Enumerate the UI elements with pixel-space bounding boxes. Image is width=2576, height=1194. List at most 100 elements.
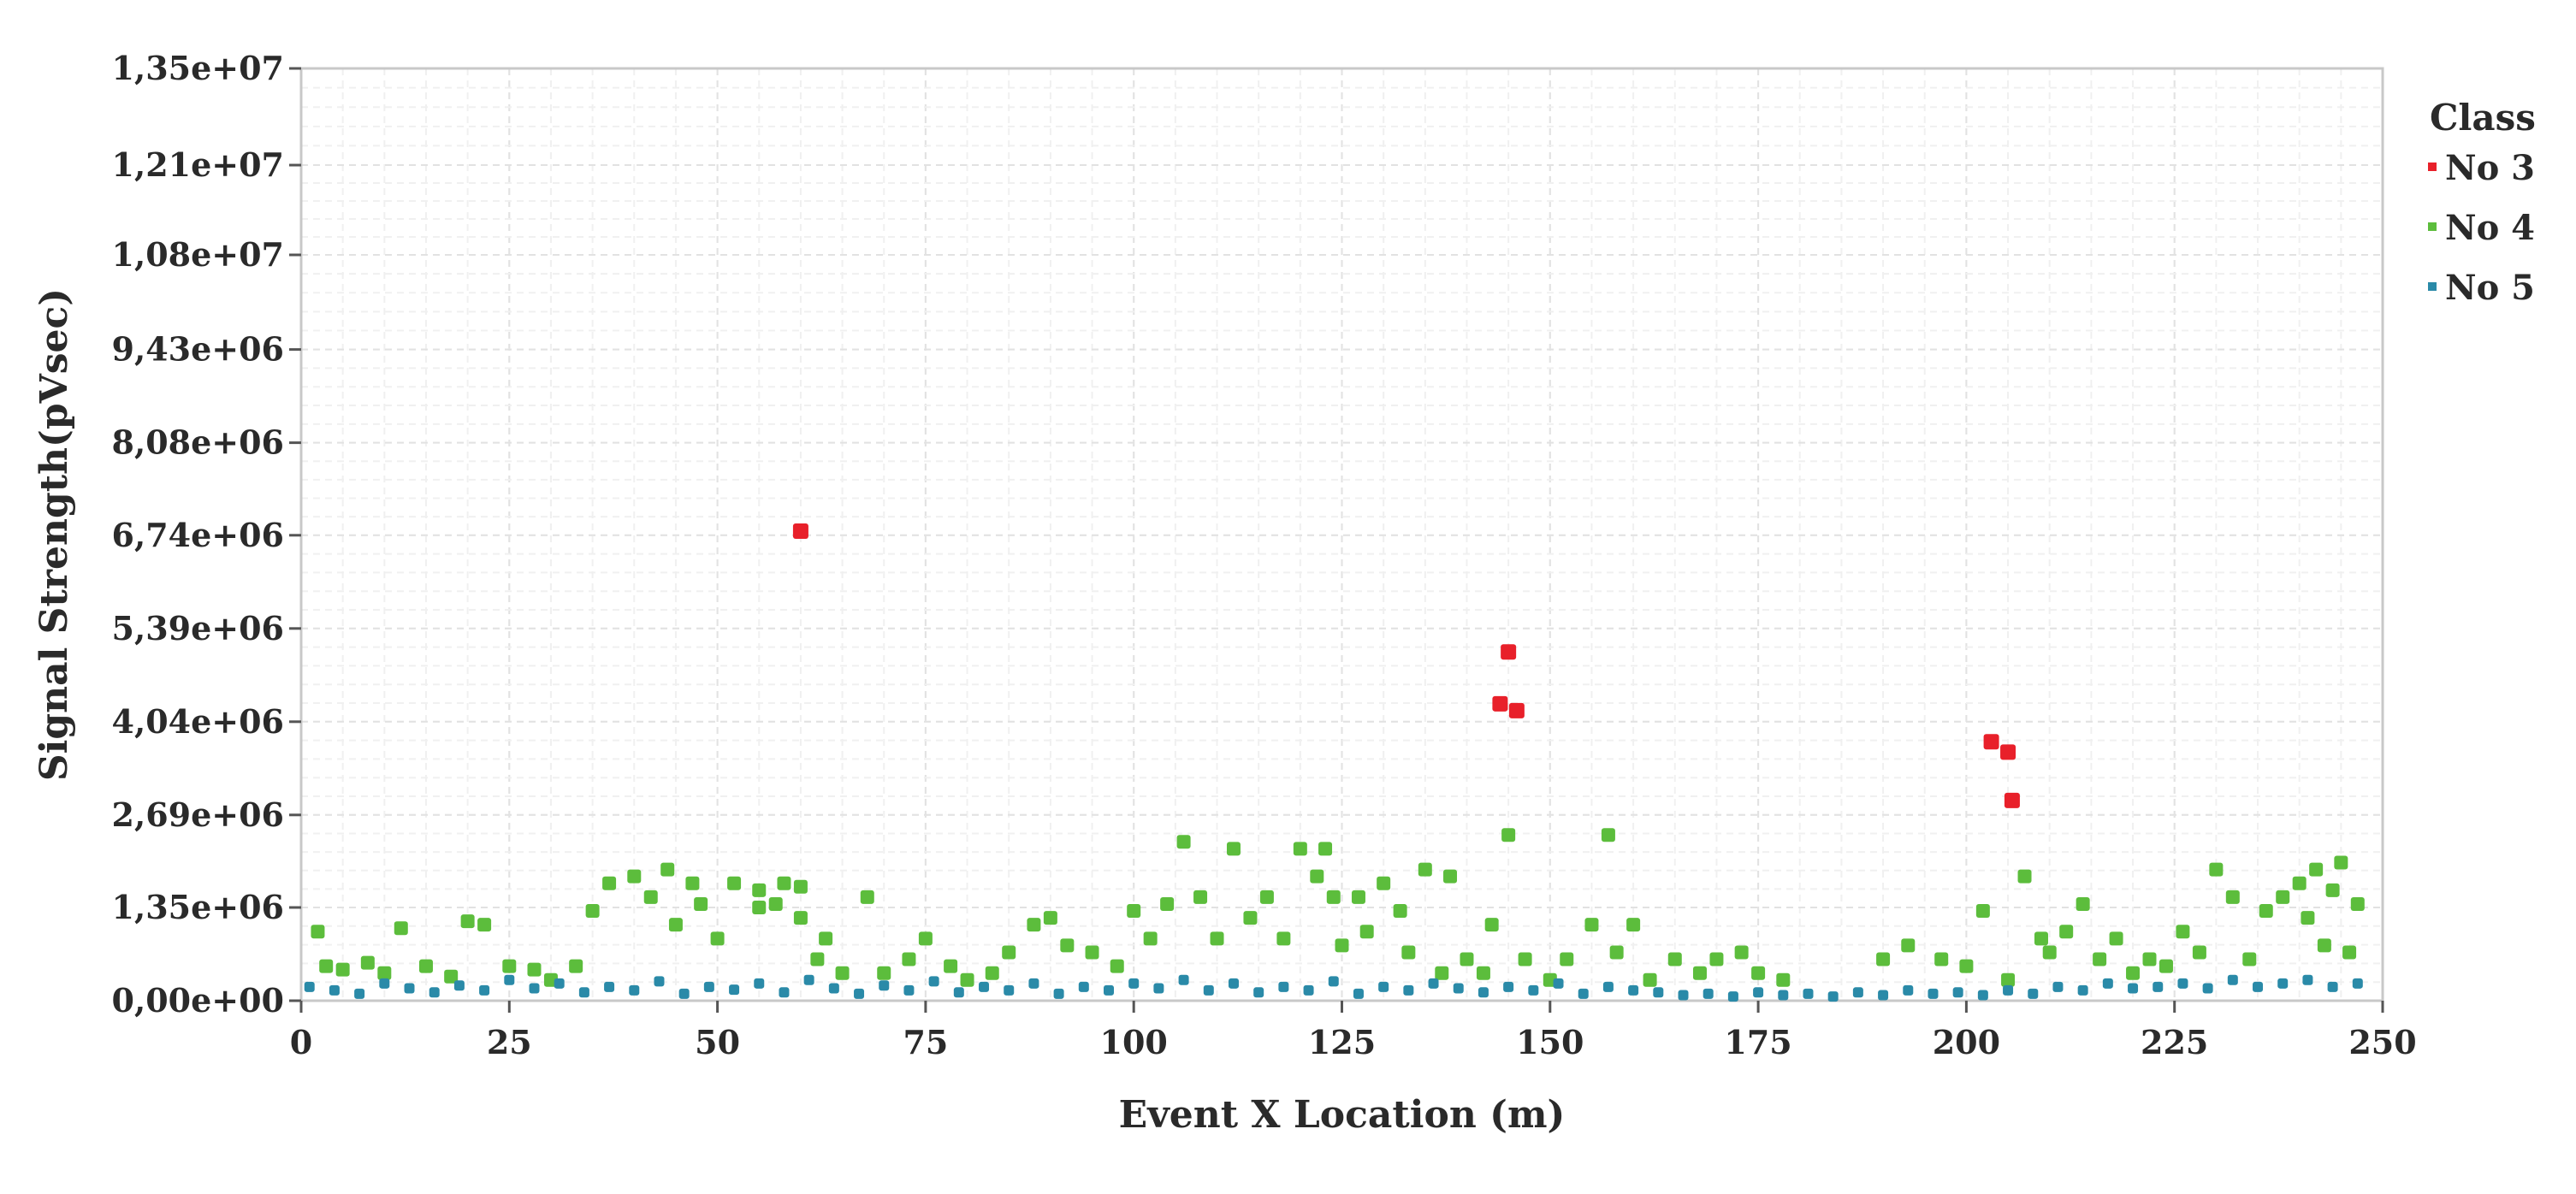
series-no-4 — [311, 828, 2365, 987]
data-point — [2225, 890, 2240, 904]
data-point — [2309, 862, 2324, 877]
data-point — [2028, 988, 2039, 999]
data-point — [1601, 828, 1615, 842]
data-point — [1578, 988, 1589, 999]
data-point — [793, 911, 808, 925]
y-tick-label: 1,21e+07 — [112, 145, 284, 184]
data-point — [1193, 890, 1208, 904]
data-point — [2342, 945, 2357, 960]
data-point — [2126, 966, 2141, 980]
data-point — [779, 987, 790, 998]
data-point — [902, 952, 916, 966]
data-point — [335, 962, 350, 977]
data-point — [2277, 978, 2289, 989]
data-point — [1393, 904, 1407, 919]
data-point — [1253, 987, 1264, 998]
data-point — [1484, 918, 1499, 932]
data-point — [627, 869, 642, 884]
data-point — [1975, 904, 1990, 919]
data-point — [1952, 987, 1963, 998]
x-tick-label: 25 — [487, 1023, 532, 1061]
data-point — [1803, 988, 1814, 999]
data-point — [1876, 952, 1891, 966]
data-point — [777, 876, 791, 890]
data-point — [879, 980, 890, 991]
data-point — [2034, 931, 2048, 946]
data-point — [1852, 987, 1863, 998]
data-point — [768, 896, 783, 911]
data-point — [703, 981, 714, 992]
legend-label: No 4 — [2445, 208, 2535, 248]
data-point — [803, 974, 814, 985]
y-tick-label: 0,00e+00 — [112, 981, 284, 1020]
data-point — [1460, 952, 1474, 966]
y-tick-label: 5,39e+06 — [112, 609, 284, 647]
data-point — [2042, 945, 2057, 960]
data-point — [710, 931, 725, 946]
data-point — [2317, 938, 2331, 953]
data-point — [585, 904, 600, 919]
legend-marker — [2428, 222, 2437, 231]
data-point — [354, 988, 365, 999]
data-point — [1276, 931, 1291, 946]
data-point — [2128, 983, 2139, 994]
data-point — [502, 959, 517, 973]
data-point — [960, 972, 974, 987]
data-point — [1751, 966, 1766, 980]
data-point — [1609, 945, 1624, 960]
data-point — [1528, 984, 1539, 996]
data-point — [1934, 952, 1949, 966]
y-tick-label: 4,04e+06 — [112, 702, 284, 741]
y-tick-label: 1,35e+07 — [112, 49, 284, 87]
y-tick-label: 8,08e+06 — [112, 423, 284, 462]
data-point — [2301, 911, 2315, 925]
data-point — [1626, 918, 1641, 932]
data-point — [554, 978, 565, 989]
x-axis-ticks: 0 25 50 75 100 125 150 175 200 225 250 — [290, 1001, 2417, 1061]
data-point — [1584, 918, 1599, 932]
data-point — [329, 984, 340, 996]
data-point — [1503, 981, 1514, 992]
data-point — [2059, 925, 2074, 939]
data-point — [1228, 978, 1239, 989]
data-point — [1403, 984, 1414, 996]
data-point — [1827, 991, 1839, 1002]
data-point — [752, 901, 767, 914]
data-point — [944, 959, 958, 973]
data-point — [1176, 835, 1191, 849]
data-point — [1878, 990, 1889, 1001]
data-point — [1002, 945, 1016, 960]
data-point — [477, 918, 492, 932]
legend-marker — [2428, 163, 2437, 171]
data-point — [1428, 978, 1439, 989]
data-point — [2017, 869, 2032, 884]
data-point — [1243, 911, 1258, 925]
x-tick-label: 200 — [1933, 1023, 2000, 1061]
data-point — [1476, 966, 1490, 980]
data-point — [1326, 890, 1341, 904]
data-point — [1501, 828, 1516, 842]
data-point — [2159, 959, 2173, 973]
data-point — [2227, 974, 2238, 985]
data-point — [1318, 842, 1333, 856]
data-point — [2276, 890, 2290, 904]
data-point — [1359, 925, 1374, 939]
data-point — [1492, 695, 1508, 712]
data-point — [1178, 974, 1189, 985]
data-point — [928, 976, 939, 987]
data-point — [953, 987, 964, 998]
data-point — [2093, 952, 2107, 966]
data-point — [1028, 978, 1039, 989]
data-point — [379, 978, 390, 989]
x-tick-label: 50 — [695, 1023, 740, 1061]
data-point — [529, 983, 540, 994]
data-point — [752, 883, 767, 897]
data-point — [629, 984, 640, 996]
data-point — [404, 983, 415, 994]
data-point — [1060, 938, 1075, 953]
data-point — [754, 978, 765, 989]
data-points — [304, 523, 2365, 1002]
data-point — [1027, 918, 1041, 932]
data-point — [1004, 984, 1015, 996]
data-point — [660, 862, 675, 877]
